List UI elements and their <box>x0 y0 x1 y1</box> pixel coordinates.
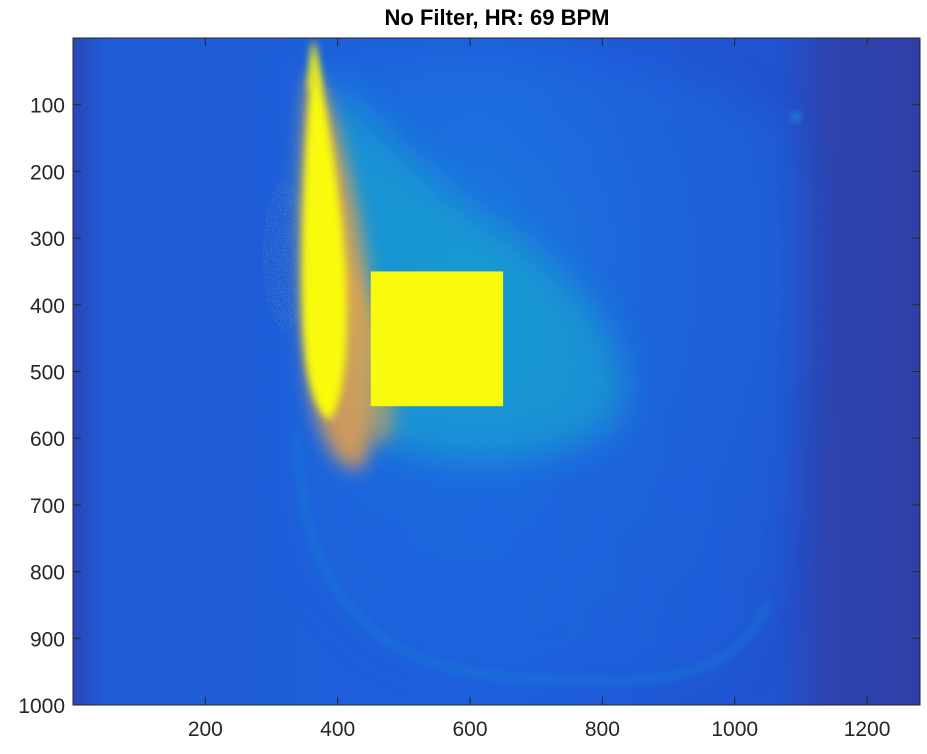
bright-ridge-top <box>308 38 320 90</box>
y-tick-label: 400 <box>30 295 65 318</box>
bowl-rim <box>294 429 773 684</box>
roi-rectangle <box>370 271 504 407</box>
y-tick-label: 200 <box>30 161 65 184</box>
y-tick-label: 900 <box>30 628 65 651</box>
y-tick-label: 500 <box>30 362 65 385</box>
bright-ridge <box>301 40 347 420</box>
bright-spot <box>792 113 800 121</box>
y-axis-ticks: 100 200 300 400 500 600 700 800 900 1000 <box>18 95 920 718</box>
x-tick-label: 1200 <box>844 718 891 741</box>
left-speckle-region <box>263 180 307 330</box>
y-tick-label: 1000 <box>18 695 65 718</box>
y-tick-label: 700 <box>30 495 65 518</box>
x-tick-label: 200 <box>188 718 223 741</box>
x-tick-label: 600 <box>453 718 488 741</box>
x-tick-label: 1000 <box>711 718 758 741</box>
y-tick-label: 800 <box>30 562 65 585</box>
x-tick-label: 800 <box>585 718 620 741</box>
x-axis-ticks: 200 400 600 800 1000 1200 <box>188 38 891 741</box>
y-tick-label: 100 <box>30 95 65 118</box>
chart-title: No Filter, HR: 69 BPM <box>385 5 610 30</box>
y-tick-label: 300 <box>30 228 65 251</box>
x-tick-label: 400 <box>320 718 355 741</box>
plot-area <box>73 38 920 705</box>
y-tick-label: 600 <box>30 428 65 451</box>
